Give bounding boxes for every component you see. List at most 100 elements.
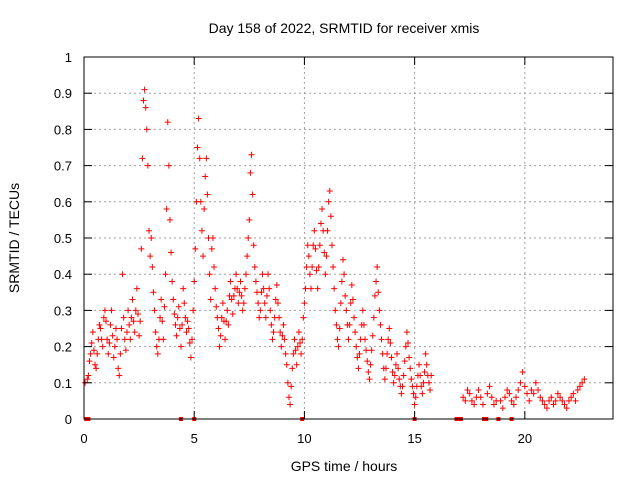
y-tick-label: 0.4 [54,267,72,282]
data-point [250,242,257,249]
data-point [100,314,107,321]
data-point [343,307,350,314]
data-point [241,285,248,292]
data-point [168,249,175,256]
data-point [391,372,398,379]
data-point [130,318,137,325]
data-point [186,339,193,346]
data-point [115,365,122,372]
data-point [539,397,546,404]
data-point [552,397,559,404]
data-point [302,285,309,292]
x-tick-label: 10 [297,431,311,446]
data-point [356,350,363,357]
data-point [114,336,121,343]
data-point [355,365,362,372]
data-point [291,336,298,343]
data-point [386,325,393,332]
data-point [399,383,406,390]
data-point [323,253,330,260]
data-point [181,300,188,307]
data-point [109,332,116,339]
data-point [227,278,234,285]
data-point [192,245,199,252]
data-point [202,173,209,180]
data-point [317,220,324,227]
data-point [554,390,561,397]
y-tick-label: 0.5 [54,231,72,246]
data-point [559,397,566,404]
data-point [347,300,354,307]
data-point [548,394,555,401]
data-point [294,343,301,350]
data-point [184,318,191,325]
x-axis-label: GPS time / hours [291,458,398,474]
data-point [412,394,419,401]
data-point [521,383,528,390]
data-point [175,303,182,310]
y-tick-label: 0.6 [54,195,72,210]
data-point [269,336,276,343]
data-point [118,325,125,332]
data-point [135,311,142,318]
data-point [572,397,579,404]
data-point [247,169,254,176]
data-point [557,394,564,401]
data-point [374,263,381,270]
data-point [146,227,153,234]
data-point [310,242,317,249]
data-point [110,354,117,361]
data-point [351,314,358,321]
data-point [328,242,335,249]
data-point [117,350,124,357]
data-point [277,329,284,336]
data-point [122,347,129,354]
data-point [85,372,92,379]
data-point [300,314,307,321]
data-point [272,296,279,303]
data-point [311,227,318,234]
data-point [280,321,287,328]
data-point [326,187,333,194]
data-point [477,394,484,401]
data-point [324,227,331,234]
data-point [460,394,467,401]
data-point [127,336,134,343]
data-point [98,336,105,343]
y-tick-label: 0.9 [54,86,72,101]
data-point [213,303,220,310]
data-point [346,321,353,328]
data-point [565,397,572,404]
data-point [327,213,334,220]
data-point [203,155,210,162]
data-point [276,314,283,321]
data-point [561,401,568,408]
data-point [369,332,376,339]
data-point [293,361,300,368]
data-point [427,387,434,394]
data-point [403,329,410,336]
data-point [488,394,495,401]
data-point [143,126,150,133]
data-point [209,235,216,241]
data-point [104,336,111,343]
data-point [245,235,252,241]
data-point [337,300,344,307]
data-point [268,321,275,328]
data-point [174,314,181,321]
data-point [228,296,235,303]
data-point [120,314,127,321]
data-point [240,300,247,307]
data-point [177,343,184,350]
data-point [528,387,535,394]
data-point [187,354,194,361]
data-point [99,343,106,350]
data-point [530,390,537,397]
data-point [354,354,361,361]
data-point [166,216,173,223]
data-point [398,390,405,397]
data-point [265,271,272,278]
data-point [490,401,497,408]
data-point [208,245,215,252]
data-point [501,394,508,401]
